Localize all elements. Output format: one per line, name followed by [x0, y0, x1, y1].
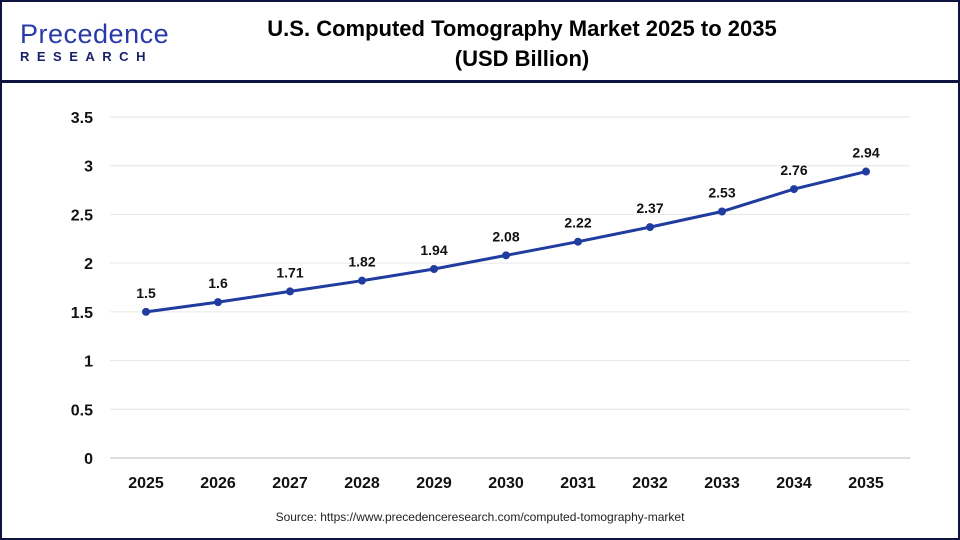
x-tick-label: 2030	[488, 475, 524, 492]
data-label: 1.82	[348, 254, 375, 270]
data-label: 2.37	[636, 200, 663, 216]
data-point	[862, 167, 870, 176]
data-label: 1.71	[276, 264, 303, 280]
x-tick-label: 2032	[632, 475, 668, 492]
y-tick-label: 0	[84, 451, 93, 468]
data-point	[502, 251, 510, 260]
data-point	[358, 276, 366, 285]
data-label: 1.6	[208, 275, 228, 291]
logo-text: Precedence	[20, 19, 170, 49]
data-label: 2.08	[492, 228, 519, 244]
x-tick-label: 2031	[560, 475, 596, 492]
x-tick-label: 2025	[128, 475, 164, 492]
x-tick-label: 2027	[272, 475, 308, 492]
source-note: Source: https://www.precedenceresearch.c…	[275, 510, 685, 524]
data-point	[574, 237, 582, 246]
x-tick-label: 2026	[200, 475, 236, 492]
data-label: 2.22	[564, 215, 591, 231]
x-tick-label: 2033	[704, 475, 740, 492]
data-label: 1.5	[136, 285, 156, 301]
data-label: 2.53	[708, 185, 735, 201]
data-point	[718, 207, 726, 216]
title-line-1: U.S. Computed Tomography Market 2025 to …	[267, 16, 777, 41]
y-tick-label: 3.5	[71, 110, 93, 127]
y-tick-label: 1.5	[71, 305, 93, 322]
chart-title: U.S. Computed Tomography Market 2025 to …	[202, 14, 842, 74]
y-tick-label: 3	[84, 159, 93, 176]
y-tick-label: 2	[84, 256, 93, 273]
data-label: 2.94	[852, 145, 879, 161]
title-line-2: (USD Billion)	[454, 46, 590, 71]
header: Precedence RESEARCH U.S. Computed Tomogr…	[2, 2, 958, 83]
x-tick-label: 2029	[416, 475, 452, 492]
y-tick-label: 0.5	[71, 402, 93, 419]
data-point	[142, 307, 150, 316]
data-point	[286, 287, 294, 296]
y-tick-label: 2.5	[71, 207, 93, 224]
data-point	[646, 223, 654, 232]
data-point	[790, 185, 798, 194]
data-point	[214, 298, 222, 307]
y-tick-label: 1	[84, 354, 93, 371]
logo-subtext: RESEARCH	[20, 49, 153, 64]
x-tick-label: 2028	[344, 475, 380, 492]
precedence-research-logo: Precedence RESEARCH	[20, 20, 169, 64]
data-label: 2.76	[780, 162, 807, 178]
data-point	[430, 264, 438, 273]
x-tick-label: 2034	[776, 475, 812, 492]
data-label: 1.94	[420, 242, 447, 258]
x-tick-label: 2035	[848, 475, 884, 492]
